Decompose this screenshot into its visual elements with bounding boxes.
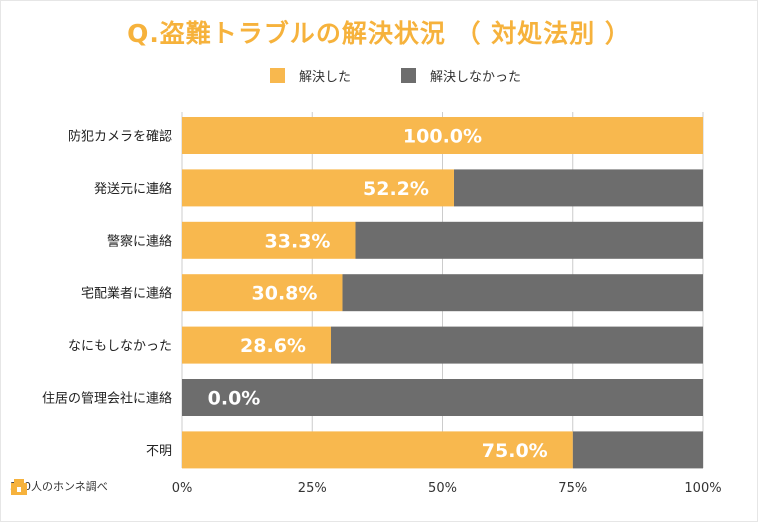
data-label: 0.0% (208, 388, 261, 410)
category-label: なにもしなかった (68, 339, 172, 354)
legend-item-solved: 解決した (270, 66, 351, 85)
legend-label-unsolved: 解決しなかった (430, 70, 522, 85)
legend-label-solved: 解決した (299, 70, 352, 85)
category-label: 警察に連絡 (107, 233, 172, 249)
bar-unsolved (342, 274, 703, 312)
chart-footer: 300人のホンネ調べ (10, 478, 108, 495)
category-label: 防犯カメラを確認 (68, 129, 172, 145)
data-label: 33.3% (265, 230, 331, 252)
data-label: 30.8% (252, 283, 318, 305)
chart-title: Q.盗難トラブルの解決状況 （ 対処法別 ） (127, 19, 631, 48)
x-tick-label: 100% (684, 481, 721, 496)
data-label: 52.2% (363, 178, 429, 200)
x-tick-label: 75% (558, 481, 587, 496)
source-label: 300人のホンネ調べ (10, 480, 108, 493)
data-label: 75.0% (482, 440, 548, 462)
legend-swatch-solved (270, 68, 285, 83)
category-label: 住居の管理会社に連絡 (42, 391, 172, 407)
source-logo-icon (11, 479, 27, 495)
bar-solved (182, 326, 332, 364)
category-label: 発送元に連絡 (94, 181, 172, 197)
x-tick-label: 0% (172, 481, 193, 496)
data-label: 100.0% (403, 126, 482, 148)
bar-solved (182, 221, 356, 259)
bar-solved (182, 169, 454, 207)
legend-item-unsolved: 解決しなかった (401, 66, 521, 85)
bar-unsolved (355, 221, 703, 259)
x-tick-label: 50% (428, 481, 457, 496)
bar-unsolved (453, 169, 703, 207)
legend-swatch-unsolved (401, 68, 417, 83)
category-label: 不明 (146, 444, 172, 459)
bar-solved (182, 431, 573, 469)
bar-unsolved (572, 431, 703, 469)
bar-solved (182, 117, 703, 154)
x-tick-label: 25% (298, 481, 327, 496)
data-label: 28.6% (240, 335, 306, 357)
bar-unsolved (331, 326, 703, 364)
category-label: 宅配業者に連絡 (81, 286, 172, 302)
bar-solved (182, 274, 343, 312)
bar-unsolved (182, 379, 703, 416)
chart-legend: 解決した 解決しなかった (270, 66, 571, 85)
